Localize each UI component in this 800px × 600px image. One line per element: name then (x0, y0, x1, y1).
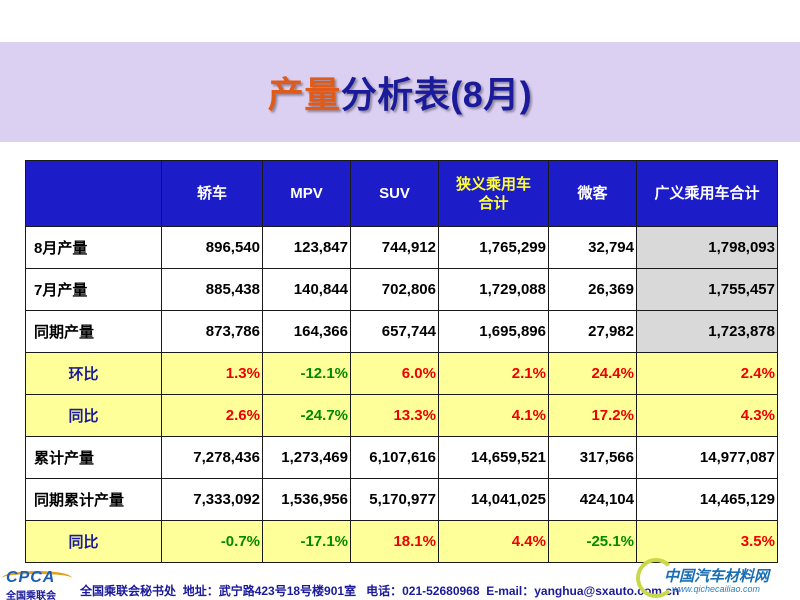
cpca-logo-subtitle: 全国乘联会 (6, 591, 56, 600)
table-cell: 2.1% (438, 352, 549, 395)
table-row: 同期产量 873,786 164,366 657,744 1,695,896 27,982… (25, 310, 778, 353)
table-cell: 140,844 (262, 268, 351, 311)
table-header-row: 轿车 MPV SUV 狭义乘用车 合计 微客 广义乘用车合计 (25, 160, 778, 227)
table-cell: 123,847 (262, 226, 351, 269)
table-cell: 26,369 (548, 268, 637, 311)
footer-org: 全国乘联会秘书处 (80, 584, 177, 598)
table-cell: 2.4% (636, 352, 778, 395)
table-cell: 164,366 (262, 310, 351, 353)
table-cell: 14,977,087 (636, 436, 778, 479)
table-cell: 1,723,878 (636, 310, 778, 353)
table-cell: 24.4% (548, 352, 637, 395)
row-label: 同期产量 (25, 310, 162, 353)
header-corner (25, 160, 162, 227)
table-cell: 4.1% (438, 394, 549, 437)
table-cell: -17.1% (262, 520, 351, 563)
table-cell: 424,104 (548, 478, 637, 521)
table-cell: 1,729,088 (438, 268, 549, 311)
table-cell: 896,540 (161, 226, 263, 269)
table-cell: 1,765,299 (438, 226, 549, 269)
row-label: 同比 (25, 520, 162, 563)
table-cell: -24.7% (262, 394, 351, 437)
table-cell: 1.3% (161, 352, 263, 395)
row-label: 环比 (25, 352, 162, 395)
table-cell: 13.3% (350, 394, 439, 437)
table-cell: -0.7% (161, 520, 263, 563)
table-row: 同比 -0.7% -17.1% 18.1% 4.4% -25.1% 3.5% (25, 520, 778, 563)
table-cell: 6.0% (350, 352, 439, 395)
table-cell: 873,786 (161, 310, 263, 353)
header-mpv: MPV (262, 160, 351, 227)
watermark-url: www.qichecailiao.com (672, 584, 761, 594)
table-cell: 702,806 (350, 268, 439, 311)
header-narrow-total: 狭义乘用车 合计 (438, 160, 549, 227)
header-minivan: 微客 (548, 160, 637, 227)
page-title: 产量分析表(8月) (0, 66, 800, 118)
table-cell: 4.4% (438, 520, 549, 563)
table-cell: 1,798,093 (636, 226, 778, 269)
footer-phone: 电话：021-52680968 (366, 584, 480, 598)
header-broad-total: 广义乘用车合计 (636, 160, 778, 227)
header-narrow-line2: 合计 (478, 194, 509, 212)
table-cell: 885,438 (161, 268, 263, 311)
table-cell: 14,041,025 (438, 478, 549, 521)
table-cell: -25.1% (548, 520, 637, 563)
table-cell: 1,755,457 (636, 268, 778, 311)
table-cell: 32,794 (548, 226, 637, 269)
title-rest: 分析表(8月) (340, 74, 533, 115)
table-cell: 6,107,616 (350, 436, 439, 479)
row-label: 8月产量 (25, 226, 162, 269)
table-row: 同比 2.6% -24.7% 13.3% 4.1% 17.2% 4.3% (25, 394, 778, 437)
watermark-name: 中国汽车材料网 (664, 568, 770, 585)
table-row: 累计产量 7,278,436 1,273,469 6,107,616 14,659,52… (25, 436, 778, 479)
table-cell: -12.1% (262, 352, 351, 395)
table-row: 同期累计产量 7,333,092 1,536,956 5,170,977 14,041,… (25, 478, 778, 521)
table-row: 8月产量 896,540 123,847 744,912 1,765,299 32,794… (25, 226, 778, 269)
table-cell: 27,982 (548, 310, 637, 353)
header-suv: SUV (350, 160, 439, 227)
footer-email: E-mail：yanghua@sxauto.com.cn (486, 584, 680, 598)
footer-contact: 全国乘联会秘书处 地址：武宁路423号18号楼901室 电话：021-52680… (80, 582, 679, 599)
table-cell: 744,912 (350, 226, 439, 269)
cpca-logo-swoosh-icon (2, 571, 72, 585)
row-label: 同期累计产量 (25, 478, 162, 521)
table-cell: 3.5% (636, 520, 778, 563)
footer-address: 地址：武宁路423号18号楼901室 (182, 584, 357, 598)
header-sedan: 轿车 (161, 160, 263, 227)
table-cell: 18.1% (350, 520, 439, 563)
cpca-logo: CPCA (6, 569, 56, 586)
table-cell: 1,536,956 (262, 478, 351, 521)
header-narrow-line1: 狭义乘用车 (455, 175, 531, 193)
table-cell: 1,695,896 (438, 310, 549, 353)
table-cell: 5,170,977 (350, 478, 439, 521)
table-cell: 17.2% (548, 394, 637, 437)
table-cell: 7,333,092 (161, 478, 263, 521)
table-cell: 4.3% (636, 394, 778, 437)
title-accent: 产量 (267, 74, 341, 115)
production-table: 轿车 MPV SUV 狭义乘用车 合计 微客 广义乘用车合计 8月产量 896,54… (25, 160, 778, 563)
row-label: 累计产量 (25, 436, 162, 479)
table-cell: 14,659,521 (438, 436, 549, 479)
table-cell: 657,744 (350, 310, 439, 353)
table-row: 环比 1.3% -12.1% 6.0% 2.1% 24.4% 2.4% (25, 352, 778, 395)
table-cell: 2.6% (161, 394, 263, 437)
row-label: 同比 (25, 394, 162, 437)
table-cell: 1,273,469 (262, 436, 351, 479)
table-cell: 14,465,129 (636, 478, 778, 521)
table-cell: 7,278,436 (161, 436, 263, 479)
table-cell: 317,566 (548, 436, 637, 479)
row-label: 7月产量 (25, 268, 162, 311)
title-band (0, 42, 800, 142)
table-row: 7月产量 885,438 140,844 702,806 1,729,088 26,369… (25, 268, 778, 311)
watermark-arc-icon (636, 558, 676, 598)
